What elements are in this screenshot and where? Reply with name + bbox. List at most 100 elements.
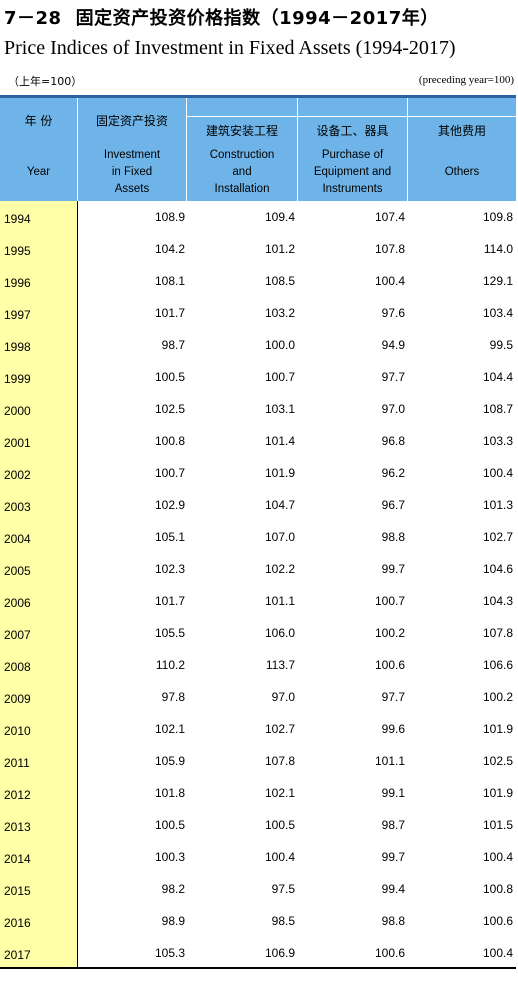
year-cell: 2013 (4, 820, 31, 834)
year-cell: 1996 (4, 276, 31, 290)
others-cell: 106.6 (482, 658, 513, 672)
investment-cell: 101.7 (154, 594, 185, 608)
investment-cell: 102.1 (154, 722, 185, 736)
table-row: 1998 98.7 100.0 94.9 99.5 (0, 329, 516, 361)
investment-cell: 102.5 (154, 402, 185, 416)
others-cell: 109.8 (482, 210, 513, 224)
others-cell: 100.6 (482, 914, 513, 928)
investment-cell: 100.7 (154, 466, 185, 480)
equipment-cell: 99.1 (381, 786, 405, 800)
year-cell: 2014 (4, 852, 31, 866)
equipment-cell: 107.4 (374, 210, 405, 224)
others-cell: 103.3 (482, 434, 513, 448)
construction-cell: 102.2 (264, 562, 295, 576)
construction-cell: 101.1 (264, 594, 295, 608)
equipment-cell: 96.2 (381, 466, 405, 480)
header-investment: 固定资产投资 Investment in Fixed Assets (78, 98, 186, 201)
table-row: 2001 100.8 101.4 96.8 103.3 (0, 425, 516, 457)
header-construction: 建筑安装工程 Construction and Installation (187, 98, 297, 201)
price-index-table: 年 份 Year 固定资产投资 Investment in Fixed Asse… (0, 95, 516, 969)
table-row: 2010 102.1 102.7 99.6 101.9 (0, 713, 516, 745)
year-cell: 1995 (4, 244, 31, 258)
equipment-cell: 96.8 (381, 434, 405, 448)
equipment-cell: 97.7 (381, 690, 405, 704)
equipment-cell: 99.7 (381, 850, 405, 864)
construction-cell: 107.8 (264, 754, 295, 768)
investment-cell: 105.5 (154, 626, 185, 640)
others-cell: 101.9 (482, 786, 513, 800)
investment-cell: 100.5 (154, 370, 185, 384)
investment-cell: 101.7 (154, 306, 185, 320)
year-column-rule (77, 201, 78, 967)
header-divider (186, 98, 187, 201)
table-row: 2004 105.1 107.0 98.8 102.7 (0, 521, 516, 553)
year-cell: 2009 (4, 692, 31, 706)
table-row: 1994 108.9 109.4 107.4 109.8 (0, 201, 516, 233)
table-row: 1997 101.7 103.2 97.6 103.4 (0, 297, 516, 329)
equipment-cell: 97.6 (381, 306, 405, 320)
investment-cell: 102.9 (154, 498, 185, 512)
table-row: 2003 102.9 104.7 96.7 101.3 (0, 489, 516, 521)
construction-cell: 102.1 (264, 786, 295, 800)
table-bottom-rule (0, 967, 516, 969)
year-cell: 2010 (4, 724, 31, 738)
year-cell: 2001 (4, 436, 31, 450)
equipment-cell: 99.4 (381, 882, 405, 896)
header-construction-en-line: Installation (214, 183, 270, 195)
year-cell: 2011 (4, 756, 30, 770)
table-row: 2007 105.5 106.0 100.2 107.8 (0, 617, 516, 649)
others-cell: 114.0 (483, 242, 513, 256)
investment-cell: 105.3 (154, 946, 185, 960)
others-cell: 100.4 (482, 946, 513, 960)
table-row: 2000 102.5 103.1 97.0 108.7 (0, 393, 516, 425)
investment-cell: 105.9 (154, 754, 185, 768)
equipment-cell: 94.9 (381, 338, 405, 352)
year-cell: 2017 (4, 948, 31, 962)
year-cell: 1998 (4, 340, 31, 354)
construction-cell: 100.5 (264, 818, 295, 832)
header-investment-en: Investment in Fixed Assets (78, 147, 186, 198)
header-construction-en-line: and (232, 166, 252, 178)
others-cell: 100.4 (482, 850, 513, 864)
construction-cell: 113.7 (265, 658, 295, 672)
header-divider (297, 98, 298, 201)
others-cell: 100.8 (482, 882, 513, 896)
investment-cell: 110.2 (155, 658, 185, 672)
year-cell: 2015 (4, 884, 31, 898)
header-year-en: Year (26, 166, 51, 178)
table-top-rule (0, 95, 516, 98)
others-cell: 108.7 (482, 402, 513, 416)
header-investment-en-line: in Fixed (111, 166, 153, 178)
construction-cell: 103.1 (264, 402, 295, 416)
others-cell: 104.6 (482, 562, 513, 576)
year-cell: 1994 (4, 212, 31, 226)
year-cell: 2000 (4, 404, 31, 418)
header-equipment-en-line: Purchase of (321, 149, 384, 161)
equipment-cell: 97.7 (381, 370, 405, 384)
year-cell: 2008 (4, 660, 31, 674)
header-construction-en: Construction and Installation (187, 147, 297, 198)
construction-cell: 102.7 (264, 722, 295, 736)
header-others: 其他费用 Others (408, 98, 516, 201)
table-row: 2005 102.3 102.2 99.7 104.6 (0, 553, 516, 585)
others-cell: 104.4 (482, 370, 513, 384)
table-row: 2015 98.2 97.5 99.4 100.8 (0, 873, 516, 905)
header-year: 年 份 Year (0, 98, 77, 201)
construction-cell: 108.5 (264, 274, 295, 288)
table-row: 2006 101.7 101.1 100.7 104.3 (0, 585, 516, 617)
table-header: 年 份 Year 固定资产投资 Investment in Fixed Asse… (0, 98, 516, 201)
table-row: 2013 100.5 100.5 98.7 101.5 (0, 809, 516, 841)
construction-cell: 98.5 (271, 914, 295, 928)
construction-cell: 106.0 (264, 626, 295, 640)
header-construction-en-line: Construction (209, 149, 275, 161)
header-divider (77, 98, 78, 201)
title-zh-text: 固定资产投资价格指数（1994－2017年） (75, 8, 439, 29)
equipment-cell: 100.6 (374, 946, 405, 960)
header-equipment: 设备工、器具 Purchase of Equipment and Instrum… (298, 98, 407, 201)
equipment-cell: 99.7 (381, 562, 405, 576)
construction-cell: 103.2 (264, 306, 295, 320)
others-cell: 101.5 (482, 818, 513, 832)
table-row: 2002 100.7 101.9 96.2 100.4 (0, 457, 516, 489)
equipment-cell: 99.6 (381, 722, 405, 736)
header-equipment-zh: 设备工、器具 (316, 124, 389, 138)
